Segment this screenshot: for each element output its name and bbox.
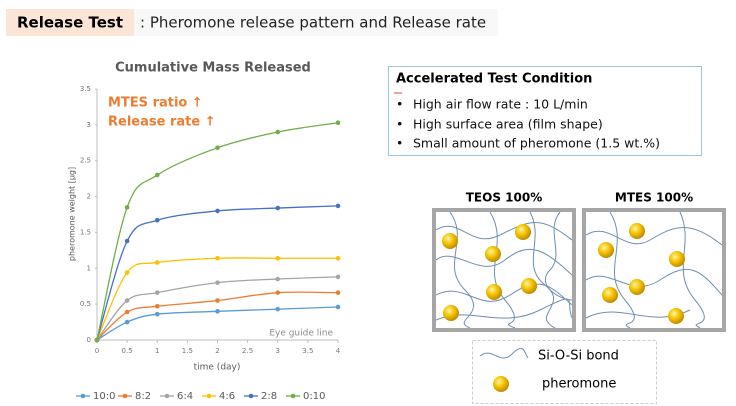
legend-marker bbox=[164, 393, 170, 399]
diagram-label: TEOS 100% bbox=[466, 191, 542, 205]
line bbox=[96, 276, 339, 341]
x-tick-label: 1 bbox=[155, 347, 159, 355]
point bbox=[154, 303, 160, 309]
point bbox=[275, 306, 281, 312]
point bbox=[124, 238, 130, 244]
bond-symbol bbox=[479, 347, 529, 359]
point bbox=[215, 255, 220, 261]
network-teos bbox=[436, 212, 572, 328]
pheromone-symbol bbox=[493, 376, 509, 392]
header-title: Release Test bbox=[17, 14, 123, 32]
line bbox=[96, 306, 339, 341]
point bbox=[275, 255, 281, 261]
x-tick-label: 0.5 bbox=[122, 347, 133, 355]
diagram-frame bbox=[432, 208, 576, 332]
point bbox=[275, 276, 281, 282]
y-tick-label: 1 bbox=[87, 264, 91, 272]
point bbox=[124, 319, 130, 325]
y-tick-label: 2 bbox=[87, 193, 91, 201]
legend-marker bbox=[290, 393, 296, 399]
point bbox=[335, 203, 341, 209]
point bbox=[124, 270, 130, 275]
point bbox=[275, 205, 281, 211]
network-mtes bbox=[586, 212, 722, 328]
subtitle-band bbox=[134, 9, 498, 36]
diagram-legend-label: Si-O-Si bond bbox=[538, 349, 619, 364]
line bbox=[96, 291, 339, 341]
legend-marker bbox=[122, 393, 128, 399]
point bbox=[335, 290, 341, 295]
x-tick-label: 2 bbox=[215, 347, 219, 355]
y-axis-label: pheromone weight [μg] bbox=[68, 167, 77, 261]
point bbox=[215, 208, 220, 214]
legend-label: 2:8 bbox=[261, 391, 277, 402]
y-tick-label: 0.5 bbox=[80, 300, 91, 308]
annotation: Release rate ↑ bbox=[108, 115, 216, 130]
legend-marker bbox=[80, 393, 86, 399]
y-tick-label: 1.5 bbox=[80, 228, 91, 236]
point bbox=[215, 298, 220, 303]
x-tick-label: 3.5 bbox=[302, 347, 313, 355]
point bbox=[215, 309, 220, 314]
annotation: MTES ratio ↑ bbox=[108, 96, 203, 111]
point bbox=[215, 145, 220, 151]
legend-marker bbox=[248, 393, 254, 399]
y-tick-label: 3 bbox=[87, 121, 91, 129]
x-tick-label: 4 bbox=[336, 347, 341, 355]
x-axis-label: time (day) bbox=[194, 363, 241, 373]
chart-title: Cumulative Mass Released bbox=[115, 61, 311, 76]
point bbox=[335, 255, 341, 261]
diagram-legend-label: pheromone bbox=[542, 377, 616, 392]
line bbox=[96, 257, 338, 341]
diagram-frame bbox=[582, 208, 726, 332]
x-tick-label: 0 bbox=[95, 347, 99, 355]
y-tick-label: 0 bbox=[87, 336, 91, 344]
bullet: • bbox=[396, 136, 403, 151]
point bbox=[335, 304, 341, 310]
diagram-legend-box bbox=[472, 340, 657, 404]
legend-label: 4:6 bbox=[219, 391, 235, 402]
conditions-title: Accelerated Test Condition bbox=[396, 72, 592, 87]
title-badge bbox=[6, 9, 134, 36]
annotation: Eye guide line bbox=[269, 329, 333, 339]
point bbox=[154, 260, 160, 265]
bullet: • bbox=[396, 97, 403, 112]
point bbox=[94, 337, 100, 343]
y-tick-label: 2.5 bbox=[80, 157, 91, 165]
point bbox=[124, 205, 130, 210]
point bbox=[154, 290, 160, 295]
point bbox=[275, 129, 281, 135]
legend-label: 6:4 bbox=[177, 391, 193, 402]
point bbox=[335, 274, 341, 280]
header-subtitle: : Pheromone release pattern and Release … bbox=[140, 14, 486, 32]
x-tick-label: 2.5 bbox=[242, 347, 253, 355]
x-tick-label: 3 bbox=[276, 347, 280, 355]
legend-label: 10:0 bbox=[93, 391, 115, 402]
point bbox=[154, 172, 160, 178]
legend-marker bbox=[206, 393, 212, 399]
condition-item: High surface area (film shape) bbox=[413, 117, 603, 132]
point bbox=[154, 217, 160, 223]
x-tick-label: 1.5 bbox=[182, 347, 193, 355]
point bbox=[275, 290, 281, 295]
diagram-label: MTES 100% bbox=[615, 191, 693, 205]
point bbox=[335, 120, 341, 126]
point bbox=[154, 311, 160, 317]
point bbox=[215, 280, 220, 285]
pheromone-balls bbox=[442, 223, 685, 324]
legend-label: 8:2 bbox=[135, 391, 151, 402]
point bbox=[124, 298, 130, 303]
legend-label: 0:10 bbox=[303, 391, 325, 402]
y-tick-label: 3.5 bbox=[80, 85, 91, 93]
condition-item: Small amount of pheromone (1.5 wt.%) bbox=[413, 136, 660, 151]
bullet: • bbox=[396, 117, 403, 132]
condition-item: High air flow rate : 10 L/min bbox=[413, 97, 588, 112]
conditions-box bbox=[388, 66, 702, 156]
point bbox=[124, 309, 130, 315]
